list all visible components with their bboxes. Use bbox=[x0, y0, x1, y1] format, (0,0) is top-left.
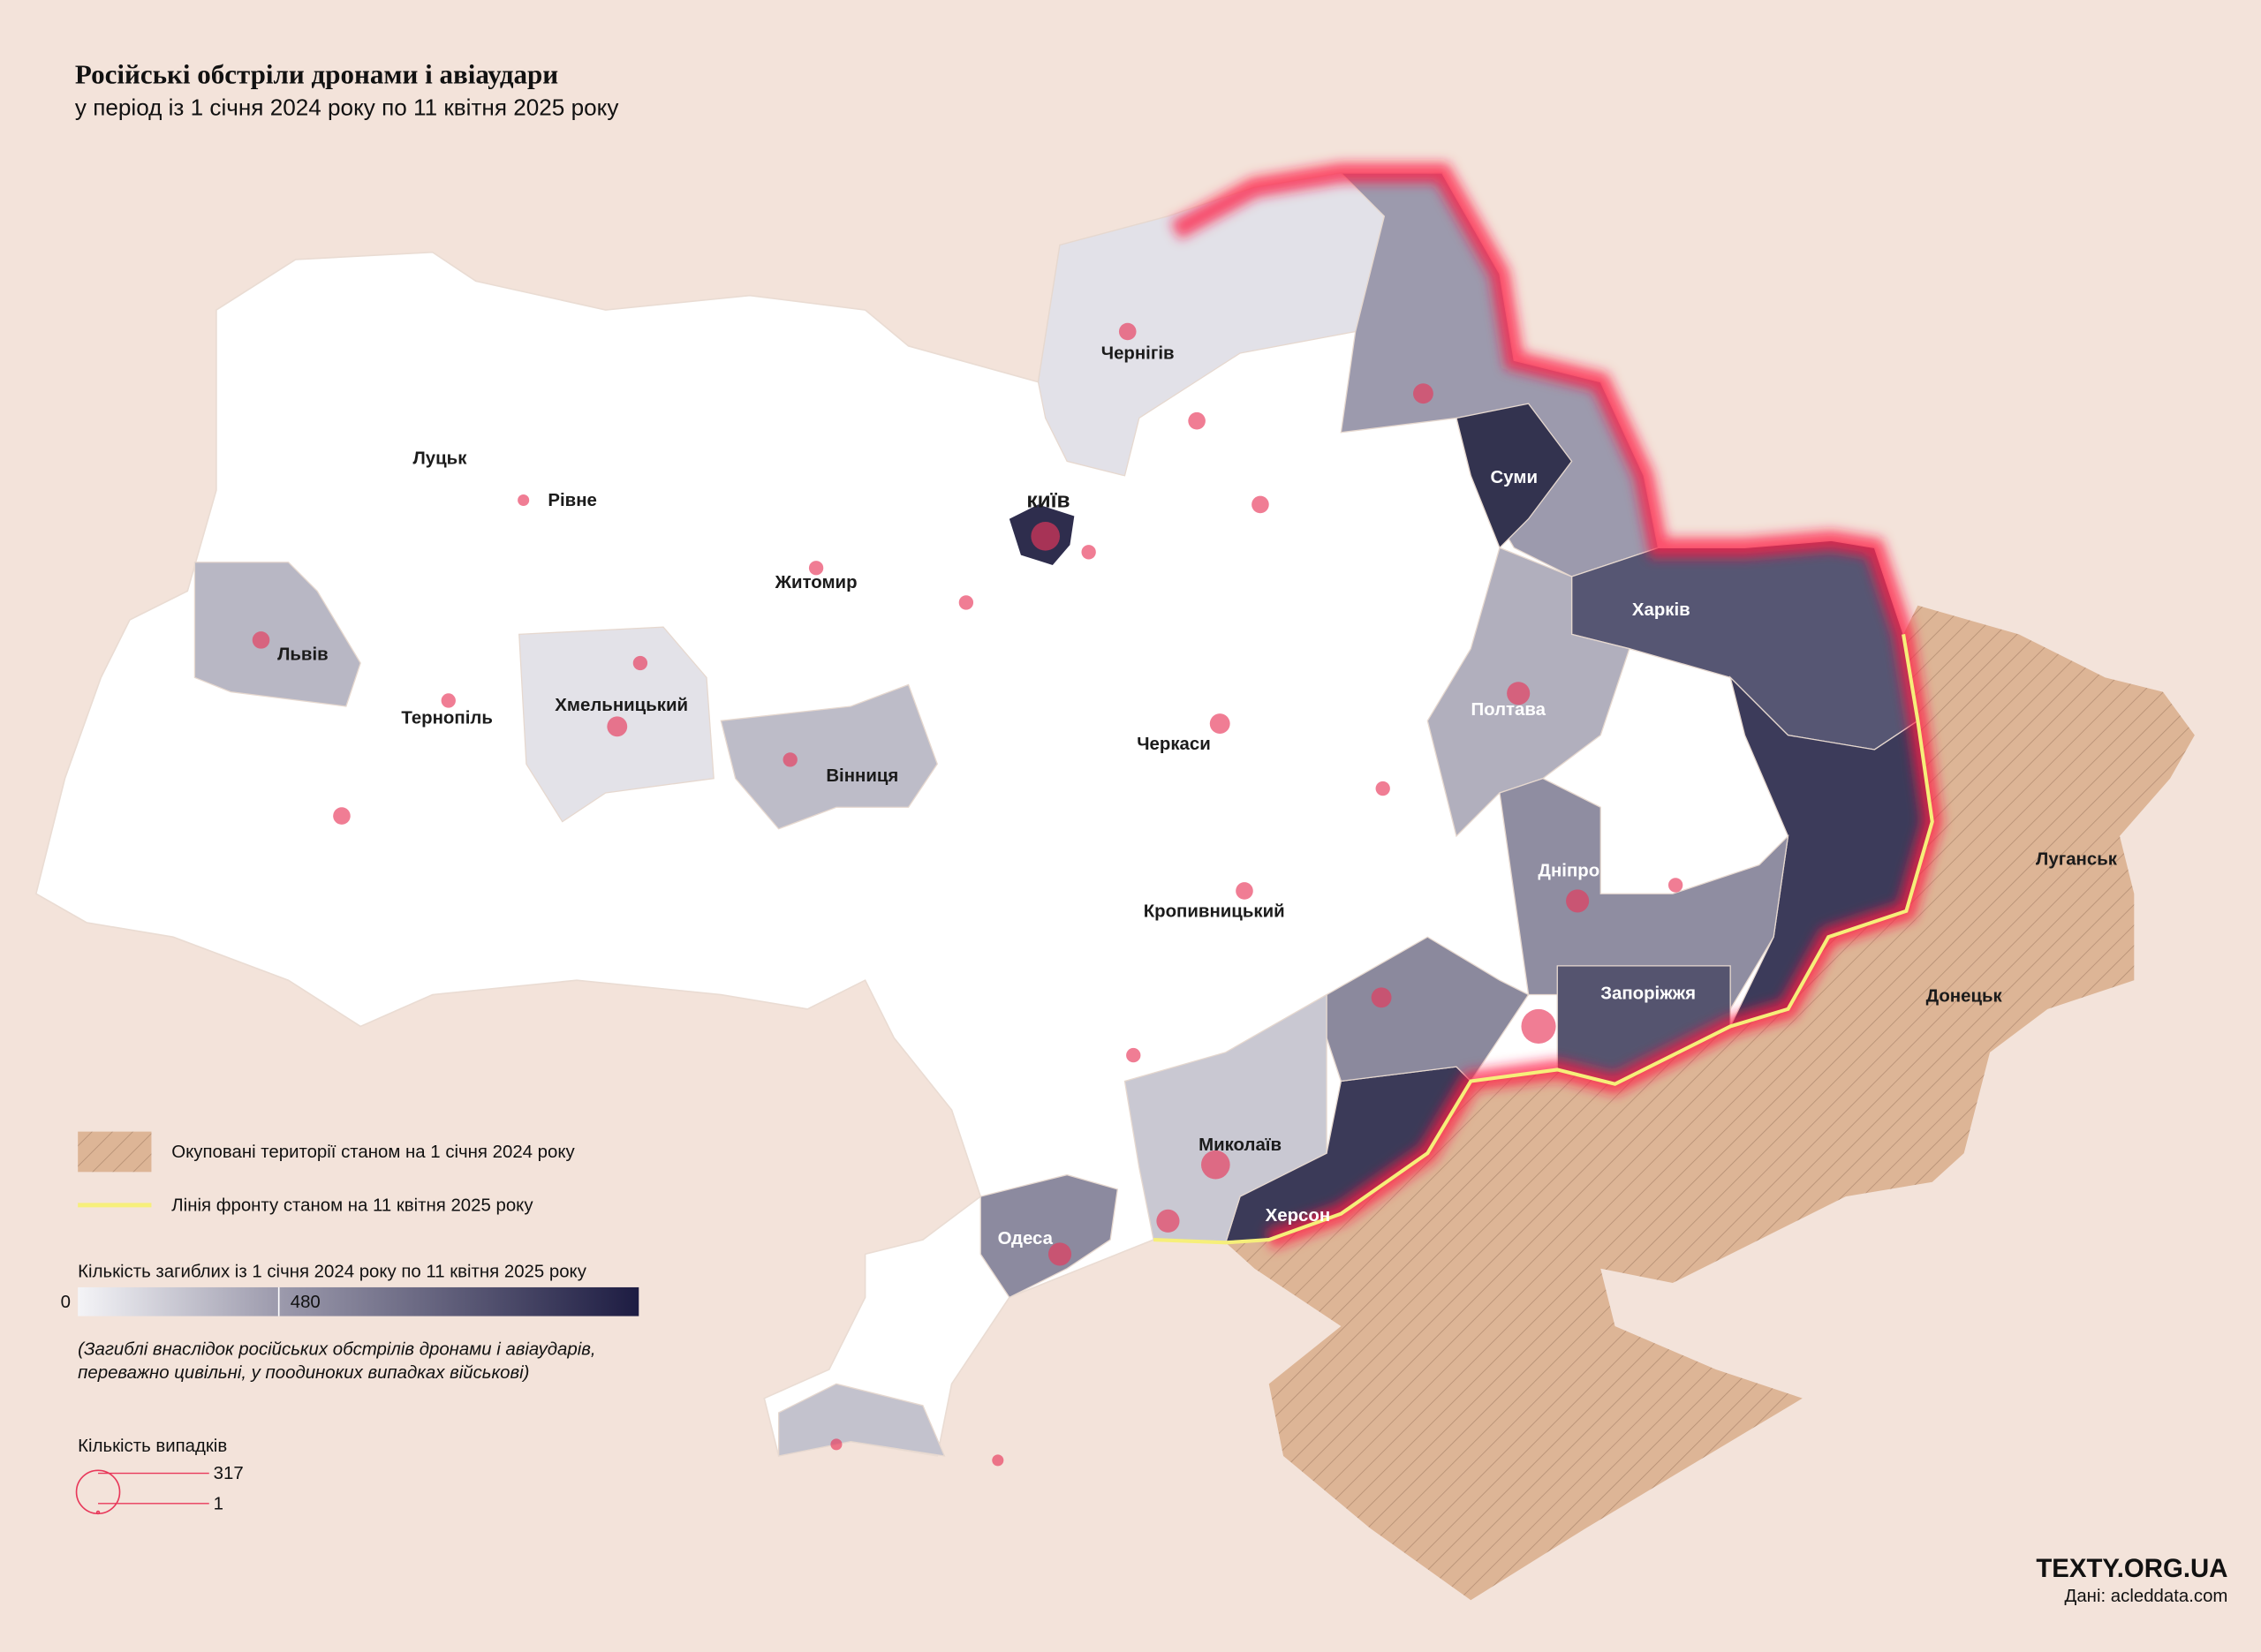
front-line bbox=[1153, 634, 1934, 1245]
source: Дані: acleddata.com bbox=[2065, 1587, 2228, 1606]
strike-dots bbox=[252, 322, 1683, 1467]
region-vinnytsia bbox=[720, 683, 938, 830]
city-label: Миколаїв bbox=[1199, 1135, 1282, 1155]
city-label: Одеса bbox=[998, 1229, 1054, 1248]
subtitle: у період із 1 січня 2024 року по 11 квіт… bbox=[75, 94, 618, 121]
dot bbox=[1667, 878, 1683, 893]
note: переважно цивільні, у поодиноких випадка… bbox=[78, 1363, 529, 1383]
city-label: Дніпро bbox=[1538, 862, 1599, 881]
city-label: Чернігів bbox=[1101, 344, 1175, 364]
title: Російські обстріли дронами і авіаудари bbox=[75, 59, 558, 90]
dot bbox=[1200, 1150, 1230, 1180]
dot bbox=[441, 693, 456, 708]
city-label: Львів bbox=[277, 645, 329, 665]
dot bbox=[1236, 882, 1253, 900]
region-sumy-core bbox=[1456, 403, 1573, 549]
dot bbox=[333, 807, 351, 825]
city-label: Харків bbox=[1632, 600, 1690, 620]
brand: TEXTY.ORG.UA bbox=[2036, 1554, 2227, 1583]
legend-swatch-occupied bbox=[78, 1131, 152, 1173]
bubble-legend-title: Кількість випадків bbox=[78, 1437, 227, 1456]
city-labels: Луцьк Рівне Житомир Львів Тернопіль Хмел… bbox=[277, 344, 2118, 1248]
bubble-legend-label: 1 bbox=[214, 1494, 223, 1513]
dot bbox=[958, 595, 974, 610]
dot bbox=[1118, 322, 1137, 341]
bubble-legend-circle bbox=[95, 1510, 101, 1515]
region-mykolaiv bbox=[1123, 993, 1327, 1244]
dot bbox=[1188, 411, 1206, 430]
dot bbox=[1209, 713, 1230, 735]
bubble-legend-label: 317 bbox=[214, 1464, 244, 1483]
dot bbox=[1375, 781, 1390, 796]
city-label: Запоріжжя bbox=[1600, 984, 1696, 1003]
colorbar-tick-label: 480 bbox=[291, 1293, 321, 1312]
city-label: Полтава bbox=[1471, 700, 1546, 720]
dot bbox=[1521, 1008, 1556, 1045]
dot bbox=[808, 561, 824, 576]
city-label: Рівне bbox=[548, 491, 596, 510]
dot bbox=[1081, 545, 1096, 560]
dot bbox=[1251, 495, 1269, 514]
dot bbox=[607, 716, 628, 737]
city-label: Луцьк bbox=[412, 449, 467, 469]
city-label: Луганськ bbox=[2036, 850, 2118, 870]
colorbar-tick-label: 0 bbox=[61, 1293, 71, 1312]
colorbar-title: Кількість загиблих із 1 січня 2024 року … bbox=[78, 1263, 587, 1282]
dot bbox=[1371, 987, 1392, 1008]
dot bbox=[830, 1438, 843, 1451]
city-label: Житомир bbox=[775, 573, 858, 592]
city-label: Тернопіль bbox=[401, 709, 492, 728]
dot bbox=[992, 1454, 1004, 1467]
city-label: Вінниця bbox=[826, 766, 898, 786]
regions bbox=[193, 172, 1933, 1457]
dot bbox=[1412, 383, 1433, 404]
dot bbox=[1031, 522, 1061, 551]
region-odesa bbox=[979, 1173, 1119, 1299]
city-label: Хмельницький bbox=[555, 696, 688, 715]
occupied-area bbox=[1225, 605, 2195, 1601]
dot bbox=[1566, 889, 1590, 913]
note: (Загиблі внаслідок російських обстрілів … bbox=[78, 1340, 595, 1360]
region-odesa-south bbox=[777, 1383, 946, 1457]
region-lviv bbox=[193, 562, 361, 707]
colorbar bbox=[78, 1286, 639, 1316]
dot bbox=[632, 655, 648, 671]
city-label: Черкаси bbox=[1137, 735, 1211, 754]
city-label: Кропивницький bbox=[1144, 901, 1285, 921]
dot bbox=[518, 494, 530, 507]
legend: Окуповані території станом на 1 січня 20… bbox=[78, 1131, 639, 1456]
city-label: київ bbox=[1026, 489, 1070, 513]
city-label: Суми bbox=[1491, 468, 1538, 487]
dot bbox=[252, 631, 270, 649]
dot bbox=[1156, 1209, 1180, 1233]
dot bbox=[1507, 682, 1531, 705]
legend-label: Лінія фронту станом на 11 квітня 2025 ро… bbox=[171, 1196, 533, 1215]
dot bbox=[1047, 1242, 1072, 1266]
legend-label: Окуповані території станом на 1 січня 20… bbox=[171, 1143, 575, 1162]
dot bbox=[1126, 1047, 1141, 1063]
city-label: Донецьк bbox=[1926, 987, 2003, 1007]
city-label: Херсон bbox=[1266, 1206, 1331, 1226]
dot bbox=[783, 752, 798, 767]
